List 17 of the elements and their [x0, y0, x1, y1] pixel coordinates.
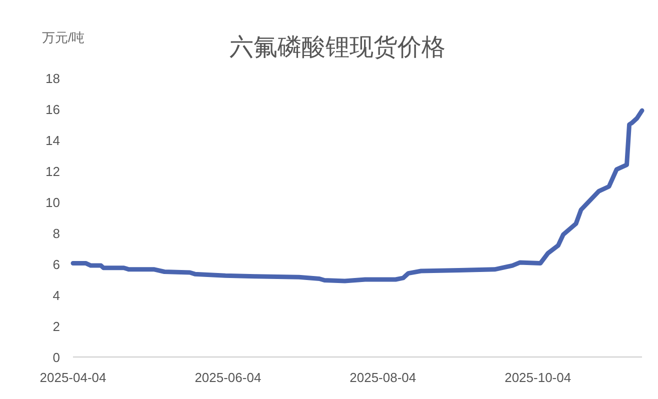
y-axis-title: 万元/吨 — [42, 30, 85, 45]
x-tick-label: 2025-10-04 — [504, 370, 572, 385]
y-tick-label: 4 — [52, 288, 60, 303]
y-tick-label: 2 — [52, 319, 60, 334]
x-tick-label: 2025-06-04 — [194, 370, 262, 385]
y-tick-label: 18 — [46, 71, 60, 86]
line-series — [70, 108, 644, 284]
y-tick-label: 6 — [52, 257, 60, 272]
x-tick-label: 2025-08-04 — [350, 370, 416, 385]
y-tick-label: 8 — [52, 226, 60, 241]
chart-title: 六氟磷酸锂现货价格 — [230, 34, 446, 61]
y-tick-label: 10 — [46, 195, 60, 210]
x-tick-label: 2025-04-04 — [40, 370, 106, 385]
y-tick-label: 0 — [52, 350, 60, 365]
y-tick-label: 16 — [46, 102, 60, 117]
y-tick-label: 12 — [46, 164, 60, 179]
y-tick-label: 14 — [46, 133, 60, 148]
